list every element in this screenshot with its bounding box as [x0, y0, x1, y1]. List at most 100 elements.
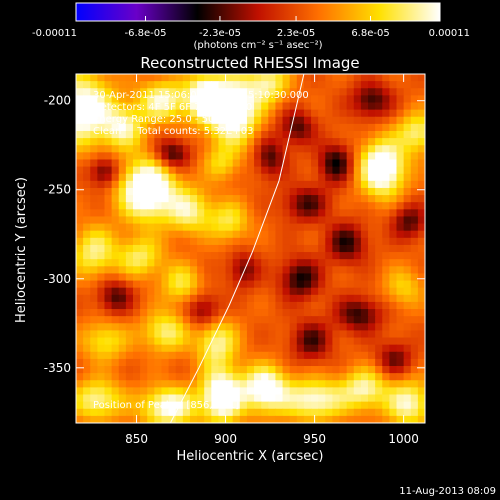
heatmap-cell — [275, 195, 284, 203]
heatmap-cell — [161, 138, 170, 146]
heatmap-cell — [346, 309, 355, 317]
heatmap-cell — [325, 123, 334, 132]
heatmap-cell — [268, 230, 277, 239]
heatmap-cell — [417, 123, 425, 132]
heatmap-cell — [76, 152, 84, 161]
heatmap-cell — [189, 415, 198, 423]
heatmap-cell — [175, 237, 184, 246]
heatmap-cell — [147, 138, 155, 146]
heatmap-cell — [168, 280, 177, 289]
heatmap-cell — [389, 394, 398, 403]
heatmap-cell — [147, 116, 155, 125]
heatmap-cell — [90, 273, 98, 282]
heatmap-cell — [325, 415, 334, 423]
heatmap-cell — [83, 387, 91, 396]
heatmap-cell — [332, 309, 341, 317]
heatmap-cell — [282, 259, 291, 267]
heatmap-cell — [161, 394, 170, 403]
heatmap-cell — [76, 202, 84, 210]
heatmap-cell — [332, 358, 341, 367]
heatmap-cell — [261, 95, 269, 104]
heatmap-cell — [197, 301, 205, 310]
heatmap-cell — [83, 287, 91, 296]
heatmap-cell — [161, 408, 170, 417]
heatmap-cell — [204, 259, 212, 267]
heatmap-cell — [97, 294, 106, 303]
heatmap-cell — [289, 280, 298, 289]
heatmap-cell — [289, 408, 298, 417]
heatmap-cell — [417, 280, 425, 289]
heatmap-cell — [375, 380, 383, 388]
heatmap-cell — [239, 152, 248, 161]
heatmap-cell — [225, 138, 234, 146]
heatmap-cell — [225, 223, 234, 232]
heatmap-cell — [83, 337, 91, 346]
heatmap-cell — [76, 123, 84, 132]
heatmap-cell — [410, 323, 419, 332]
heatmap-cell — [325, 202, 334, 210]
heatmap-cell — [154, 166, 163, 175]
heatmap-cell — [389, 159, 398, 168]
heatmap-cell — [218, 252, 227, 260]
heatmap-cell — [147, 152, 155, 161]
heatmap-cell — [182, 187, 191, 196]
heatmap-cell — [311, 130, 319, 139]
heatmap-cell — [389, 351, 398, 360]
heatmap-cell — [118, 74, 127, 82]
heatmap-cell — [182, 159, 191, 168]
heatmap-cell — [97, 280, 106, 289]
heatmap-cell — [254, 102, 262, 111]
heatmap-cell — [403, 223, 412, 232]
heatmap-cell — [268, 330, 277, 339]
heatmap-cell — [83, 81, 91, 89]
heatmap-cell — [389, 74, 398, 82]
heatmap-cell — [246, 244, 255, 253]
heatmap-cell — [275, 259, 284, 267]
heatmap-cell — [161, 287, 170, 296]
heatmap-cell — [232, 81, 241, 89]
heatmap-cell — [318, 408, 326, 417]
heatmap-cell — [325, 195, 334, 203]
annotation-clean-counts: Clean Total counts: 5.32E+03 — [93, 126, 253, 137]
heatmap-cell — [246, 195, 255, 203]
heatmap-cell — [76, 95, 84, 104]
heatmap-cell — [254, 415, 262, 423]
heatmap-cell — [389, 166, 398, 175]
heatmap-cell — [246, 259, 255, 267]
heatmap-cell — [282, 123, 291, 132]
heatmap-cell — [111, 337, 120, 346]
heatmap-cell — [232, 259, 241, 267]
heatmap-cell — [375, 88, 383, 96]
heatmap-cell — [353, 323, 362, 332]
heatmap-cell — [353, 301, 362, 310]
heatmap-cell — [353, 280, 362, 289]
heatmap-cell — [318, 259, 326, 267]
heatmap-cell — [325, 180, 334, 189]
heatmap-cell — [360, 145, 369, 153]
heatmap-cell — [118, 116, 127, 125]
heatmap-cell — [375, 130, 383, 139]
heatmap-cell — [232, 123, 241, 132]
heatmap-cell — [140, 216, 148, 225]
heatmap-cell — [218, 394, 227, 403]
heatmap-cell — [97, 230, 106, 239]
heatmap-cell — [360, 337, 369, 346]
heatmap-cell — [353, 337, 362, 346]
heatmap-cell — [254, 152, 262, 161]
heatmap-cell — [246, 74, 255, 82]
heatmap-cell — [97, 109, 106, 118]
heatmap-cell — [118, 237, 127, 246]
heatmap-cell — [289, 216, 298, 225]
heatmap-cell — [410, 159, 419, 168]
heatmap-cell — [140, 280, 148, 289]
heatmap-cell — [218, 209, 227, 218]
heatmap-cell — [189, 323, 198, 332]
heatmap-cell — [83, 152, 91, 161]
heatmap-cell — [204, 244, 212, 253]
heatmap-cell — [303, 252, 312, 260]
heatmap-cell — [104, 266, 113, 275]
heatmap-cell — [296, 102, 305, 111]
heatmap-cell — [254, 259, 262, 267]
heatmap-cell — [147, 415, 155, 423]
heatmap-cell — [232, 74, 241, 82]
